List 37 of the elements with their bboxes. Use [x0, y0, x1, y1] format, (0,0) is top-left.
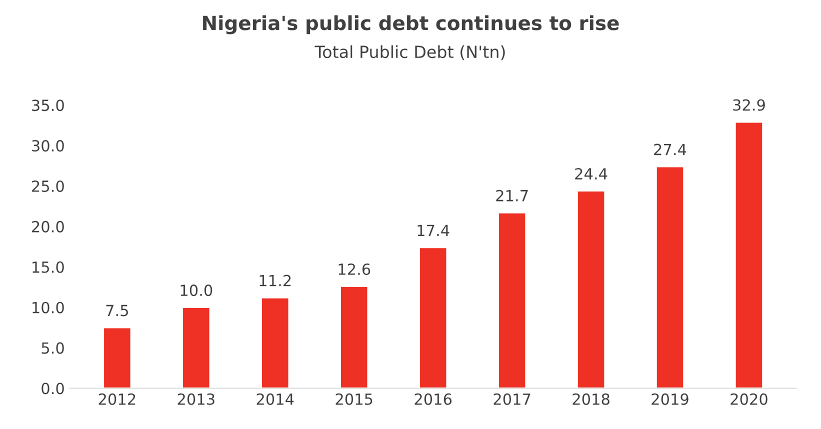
x-tick-label: 2015	[336, 393, 372, 405]
x-tick-label: 2013	[178, 393, 214, 405]
y-tick-label: 35.0	[32, 100, 64, 112]
y-tick-label: 0.0	[42, 382, 64, 394]
data-label: 21.7	[496, 190, 528, 202]
bar	[734, 121, 764, 388]
x-tick-label: 2020	[730, 393, 768, 405]
x-tick-label: 2014	[256, 393, 294, 405]
y-tick-label: 20.0	[32, 220, 64, 232]
bar	[260, 296, 290, 388]
chart-subtitle: Total Public Debt (N'tn)	[314, 45, 505, 60]
y-tick-label: 15.0	[32, 261, 64, 273]
bar	[418, 246, 448, 388]
y-tick-label: 30.0	[32, 140, 64, 152]
data-label: 27.4	[654, 144, 686, 156]
bar	[498, 212, 527, 388]
chart-title: Nigeria's public debt continues to rise	[203, 15, 619, 34]
data-label: 10.0	[180, 284, 212, 296]
bar	[655, 166, 685, 388]
data-label: 24.4	[575, 168, 608, 180]
data-label: 7.5	[106, 304, 128, 316]
bar	[182, 306, 211, 388]
x-tick-label: 2012	[98, 393, 136, 405]
y-tick-label: 10.0	[32, 302, 64, 314]
bar	[102, 326, 132, 388]
y-tick-label: 5.0	[42, 342, 64, 354]
bar	[576, 190, 606, 388]
bar	[340, 286, 369, 388]
x-tick-label: 2016	[414, 393, 452, 405]
data-label: 17.4	[418, 224, 450, 236]
data-label: 12.6	[338, 263, 370, 276]
data-label: 11.2	[260, 274, 291, 286]
y-tick-label: 25.0	[32, 180, 64, 192]
x-tick-label: 2019	[652, 393, 688, 405]
x-tick-label: 2017	[494, 393, 530, 405]
x-tick-label: 2018	[572, 393, 610, 405]
data-label: 32.9	[733, 99, 765, 111]
